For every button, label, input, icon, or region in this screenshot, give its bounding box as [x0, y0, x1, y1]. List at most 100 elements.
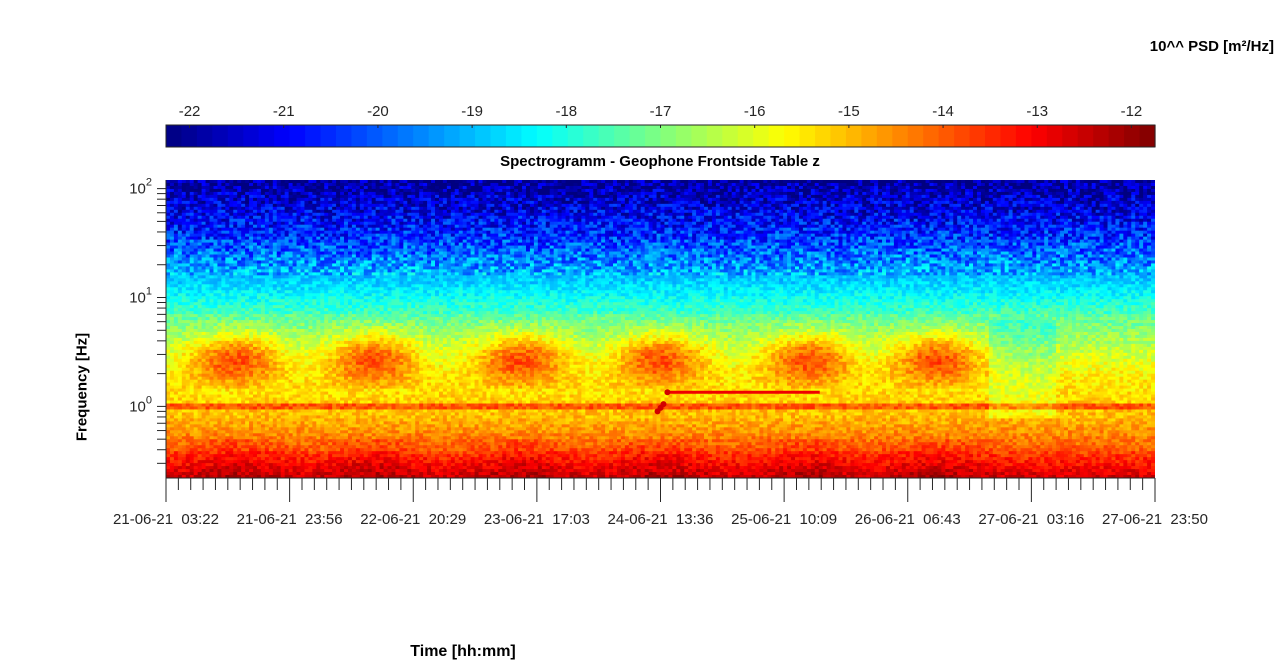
spectrogram-cell [316, 335, 320, 338]
spectrogram-cell [285, 201, 289, 204]
spectrogram-cell [217, 296, 221, 299]
spectrogram-cell [320, 448, 324, 451]
spectrogram-cell [352, 380, 356, 383]
spectrogram-cell [206, 436, 210, 439]
spectrogram-cell [241, 234, 245, 237]
spectrogram-cell [289, 445, 293, 448]
spectrogram-cell [312, 374, 316, 377]
spectrogram-cell [166, 398, 170, 401]
spectrogram-cell [348, 231, 352, 234]
spectrogram-cell [202, 412, 206, 415]
spectrogram-cell [352, 240, 356, 243]
spectrogram-cell [249, 329, 253, 332]
spectrogram-cell [265, 305, 269, 308]
spectrogram-cell [293, 269, 297, 272]
spectrogram-cell [312, 362, 316, 365]
spectrogram-cell [281, 436, 285, 439]
spectrogram-cell [344, 457, 348, 460]
spectrogram-cell [320, 463, 324, 466]
spectrogram-cell [293, 415, 297, 418]
spectrogram-cell [340, 406, 344, 409]
spectrogram-cell [225, 216, 229, 219]
spectrogram-cell [281, 272, 285, 275]
spectrogram-cell [245, 252, 249, 255]
spectrogram-cell [352, 249, 356, 252]
spectrogram-cell [241, 454, 245, 457]
spectrogram-cell [312, 213, 316, 216]
spectrogram-cell [340, 421, 344, 424]
spectrogram-cell [194, 335, 198, 338]
spectrogram-cell [324, 350, 328, 353]
spectrogram-cell [304, 296, 308, 299]
spectrogram-cell [344, 460, 348, 463]
spectrogram-cell [194, 278, 198, 281]
spectrogram-cell [336, 180, 340, 183]
spectrogram-cell [233, 225, 237, 228]
spectrogram-cell [332, 257, 336, 260]
spectrogram-cell [225, 353, 229, 356]
spectrogram-cell [344, 356, 348, 359]
spectrogram-cell [273, 472, 277, 475]
spectrogram-cell [190, 466, 194, 469]
spectrogram-cell [245, 210, 249, 213]
spectrogram-cell [273, 243, 277, 246]
spectrogram-cell [233, 299, 237, 302]
spectrogram-cell [293, 436, 297, 439]
spectrogram-cell [356, 257, 360, 260]
spectrogram-cell [241, 332, 245, 335]
spectrogram-cell [210, 275, 214, 278]
spectrogram-cell [210, 356, 214, 359]
spectrogram-cell [225, 299, 229, 302]
spectrogram-cell [316, 365, 320, 368]
spectrogram-cell [269, 398, 273, 401]
spectrogram-cell [324, 359, 328, 362]
spectrogram-cell [348, 359, 352, 362]
spectrogram-cell [253, 302, 257, 305]
spectrogram-cell [320, 406, 324, 409]
spectrogram-cell [233, 189, 237, 192]
spectrogram-cell [261, 296, 265, 299]
spectrogram-cell [261, 362, 265, 365]
spectrogram-cell [213, 290, 217, 293]
spectrogram-cell [245, 362, 249, 365]
spectrogram-cell [348, 246, 352, 249]
spectrogram-cell [245, 395, 249, 398]
spectrogram-cell [206, 198, 210, 201]
spectrogram-cell [241, 326, 245, 329]
spectrogram-cell [348, 329, 352, 332]
spectrogram-cell [348, 249, 352, 252]
spectrogram-cell [213, 231, 217, 234]
spectrogram-cell [293, 371, 297, 374]
spectrogram-cell [221, 219, 225, 222]
spectrogram-cell [174, 368, 178, 371]
spectrogram-cell [217, 439, 221, 442]
spectrogram-cell [194, 353, 198, 356]
spectrogram-cell [166, 424, 170, 427]
spectrogram-cell [265, 445, 269, 448]
spectrogram-cell [217, 281, 221, 284]
spectrogram-cell [245, 401, 249, 404]
spectrogram-cell [257, 389, 261, 392]
spectrogram-cell [257, 341, 261, 344]
spectrogram-cell [328, 392, 332, 395]
spectrogram-cell [174, 386, 178, 389]
spectrogram-cell [281, 302, 285, 305]
spectrogram-cell [336, 469, 340, 472]
spectrogram-cell [225, 433, 229, 436]
spectrogram-cell [217, 219, 221, 222]
spectrogram-cell [301, 228, 305, 231]
spectrogram-cell [198, 201, 202, 204]
spectrogram-cell [198, 299, 202, 302]
spectrogram-cell [269, 418, 273, 421]
spectrogram-cell [265, 183, 269, 186]
spectrogram-cell [166, 186, 170, 189]
spectrogram-cell [273, 392, 277, 395]
spectrogram-cell [174, 463, 178, 466]
spectrogram-cell [261, 219, 265, 222]
spectrogram-cell [348, 183, 352, 186]
spectrogram-cell [301, 314, 305, 317]
spectrogram-cell [277, 412, 281, 415]
spectrogram-cell [316, 308, 320, 311]
spectrogram-cell [324, 281, 328, 284]
spectrogram-cell [293, 395, 297, 398]
